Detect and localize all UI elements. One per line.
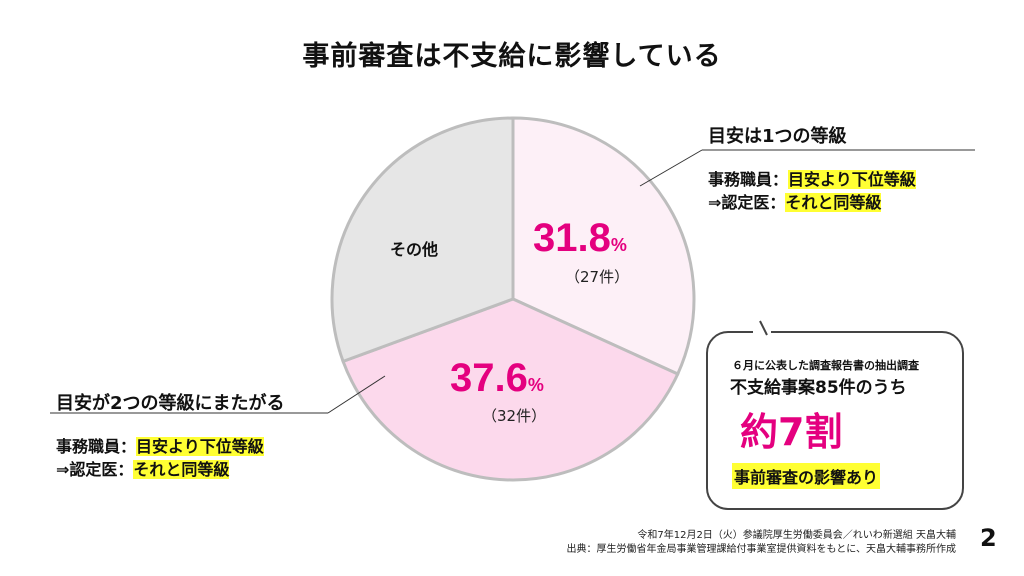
slice-pct-1: 31.8% [533,216,627,260]
slice-count-2: （32件） [482,407,547,425]
footer-source: 出典：厚生労働省年金局事業管理課給付事業室提供資料をもとに、天畠大輔事務所作成 [566,544,957,555]
slice-count-1: （27件） [565,268,630,286]
left-callout-details: 事務職員：目安より下位等級 ⇒認定医：それと同等級 [56,437,264,479]
summary-line2: 不支給事案85件のうち [730,378,907,398]
right-callout-details: 事務職員：目安より下位等級 ⇒認定医：それと同等級 [708,170,916,212]
left-leader-line [327,375,386,414]
page-number: 2 [980,524,997,552]
slice-pct-2: 37.6% [450,356,544,400]
footer-line1: 令和7年12月2日（火）参議院厚生労働委員会／れいわ新選組 天畠大輔 [637,530,956,541]
summary-line1: ６月に公表した調査報告書の抽出調査 [732,359,919,372]
slice-label-other: その他 [390,240,439,259]
pie-slice-3 [330,116,515,364]
summary-big-number: 約7割 [740,410,843,454]
right-callout-heading: 目安は1つの等級 [708,126,847,147]
summary-box: ６月に公表した調査報告書の抽出調査 不支給事案85件のうち 約7割 事前審査の影… [706,320,964,510]
pie-slice-2 [341,297,680,482]
left-callout-heading: 目安が2つの等級にまたがる [56,393,285,414]
slide-title: 事前審査は不支給に影響している [302,41,722,72]
pie-slice-1 [511,116,696,376]
summary-highlight: 事前審査の影響あり [732,463,881,489]
right-leader-line [639,149,703,187]
